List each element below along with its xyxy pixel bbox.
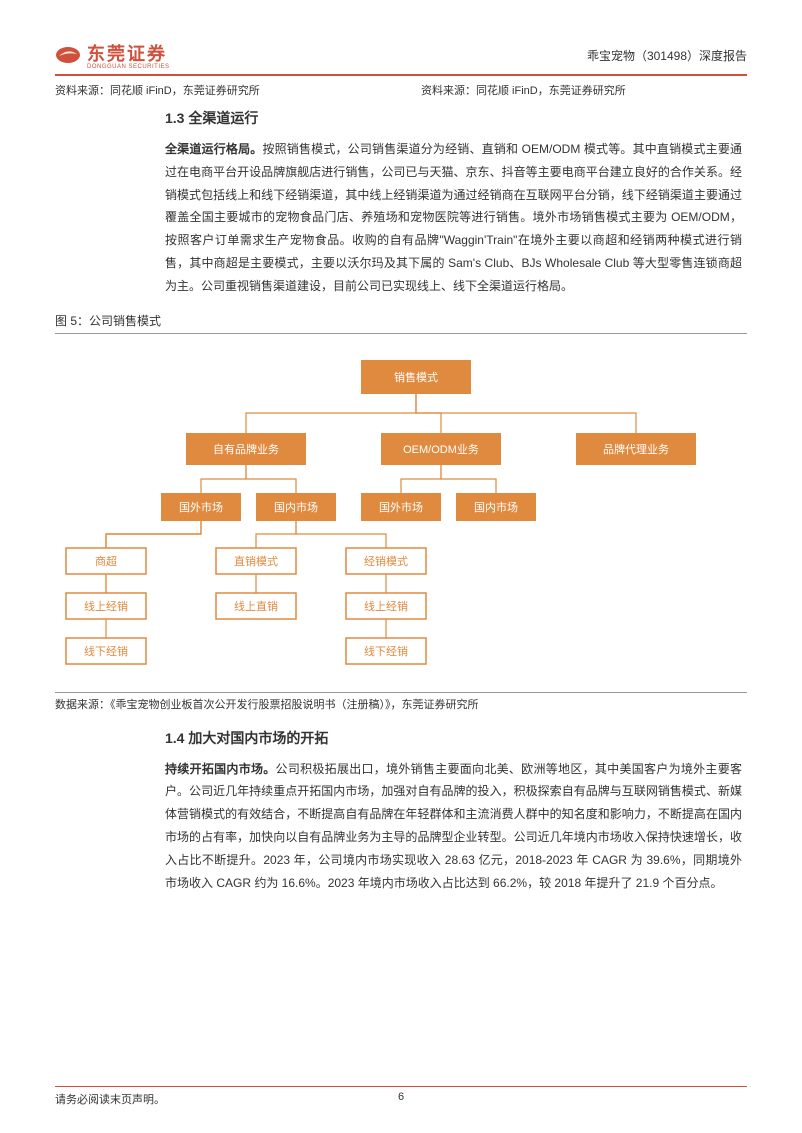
section-1-3-body: 全渠道运行格局。按照销售模式，公司销售渠道分为经销、直销和 OEM/ODM 模式… bbox=[165, 138, 742, 298]
page-number: 6 bbox=[398, 1091, 404, 1103]
top-source-row: 资料来源：同花顺 iFinD，东莞证券研究所 资料来源：同花顺 iFinD，东莞… bbox=[55, 82, 747, 98]
sales-model-tree: 销售模式自有品牌业务 OEM/ODM业务 品牌代理业务国外市场 国内市场 国外市场 国内市… bbox=[56, 348, 746, 688]
svg-text:国外市场: 国外市场 bbox=[179, 499, 223, 513]
footer-disclaimer: 请务必阅读末页声明。 bbox=[55, 1091, 165, 1107]
logo: 东莞证券 DONGGUAN SECURITIES bbox=[55, 40, 170, 70]
svg-text:线上经销: 线上经销 bbox=[84, 598, 128, 612]
svg-text:国外市场: 国外市场 bbox=[379, 499, 423, 513]
figure-5-title: 图 5：公司销售模式 bbox=[55, 312, 747, 334]
company-name: 东莞证券 bbox=[87, 40, 170, 66]
section-1-4-lead: 持续开拓国内市场。 bbox=[165, 762, 276, 776]
svg-text:线上经销: 线上经销 bbox=[364, 598, 408, 612]
page-header: 东莞证券 DONGGUAN SECURITIES 乖宝宠物（301498）深度报… bbox=[55, 40, 747, 76]
section-1-3-lead: 全渠道运行格局。 bbox=[165, 142, 262, 156]
section-1-4-body: 持续开拓国内市场。公司积极拓展出口，境外销售主要面向北美、欧洲等地区，其中美国客… bbox=[165, 758, 742, 895]
svg-text:OEM/ODM业务: OEM/ODM业务 bbox=[403, 442, 479, 455]
svg-text:线下经销: 线下经销 bbox=[84, 643, 128, 657]
svg-text:线上直销: 线上直销 bbox=[234, 598, 278, 612]
page-footer: 请务必阅读末页声明。 6 bbox=[55, 1086, 747, 1107]
report-title: 乖宝宠物（301498）深度报告 bbox=[587, 47, 747, 64]
section-1-4-text: 公司积极拓展出口，境外销售主要面向北美、欧洲等地区，其中美国客户为境外主要客户。… bbox=[165, 762, 742, 890]
figure-5-diagram: 销售模式自有品牌业务 OEM/ODM业务 品牌代理业务国外市场 国内市场 国外市场 国内市… bbox=[55, 348, 747, 688]
company-pinyin: DONGGUAN SECURITIES bbox=[87, 64, 170, 70]
section-1-4-title: 1.4 加大对国内市场的开拓 bbox=[165, 728, 747, 748]
section-1-3-title: 1.3 全渠道运行 bbox=[165, 108, 747, 128]
svg-text:国内市场: 国内市场 bbox=[474, 499, 518, 513]
company-logo-icon bbox=[55, 45, 81, 65]
svg-text:线下经销: 线下经销 bbox=[364, 643, 408, 657]
svg-text:直销模式: 直销模式 bbox=[234, 553, 278, 567]
svg-text:品牌代理业务: 品牌代理业务 bbox=[603, 441, 669, 455]
section-1-3-text: 按照销售模式，公司销售渠道分为经销、直销和 OEM/ODM 模式等。其中直销模式… bbox=[165, 142, 742, 293]
source-right: 资料来源：同花顺 iFinD，东莞证券研究所 bbox=[381, 82, 747, 98]
source-left: 资料来源：同花顺 iFinD，东莞证券研究所 bbox=[55, 82, 381, 98]
svg-text:商超: 商超 bbox=[95, 553, 117, 567]
svg-text:国内市场: 国内市场 bbox=[274, 499, 318, 513]
figure-5-source: 数据来源：《乖宝宠物创业板首次公开发行股票招股说明书（注册稿）》，东莞证券研究所 bbox=[55, 692, 747, 712]
svg-text:销售模式: 销售模式 bbox=[394, 369, 438, 383]
svg-text:自有品牌业务: 自有品牌业务 bbox=[213, 441, 279, 455]
svg-text:经销模式: 经销模式 bbox=[364, 553, 408, 567]
